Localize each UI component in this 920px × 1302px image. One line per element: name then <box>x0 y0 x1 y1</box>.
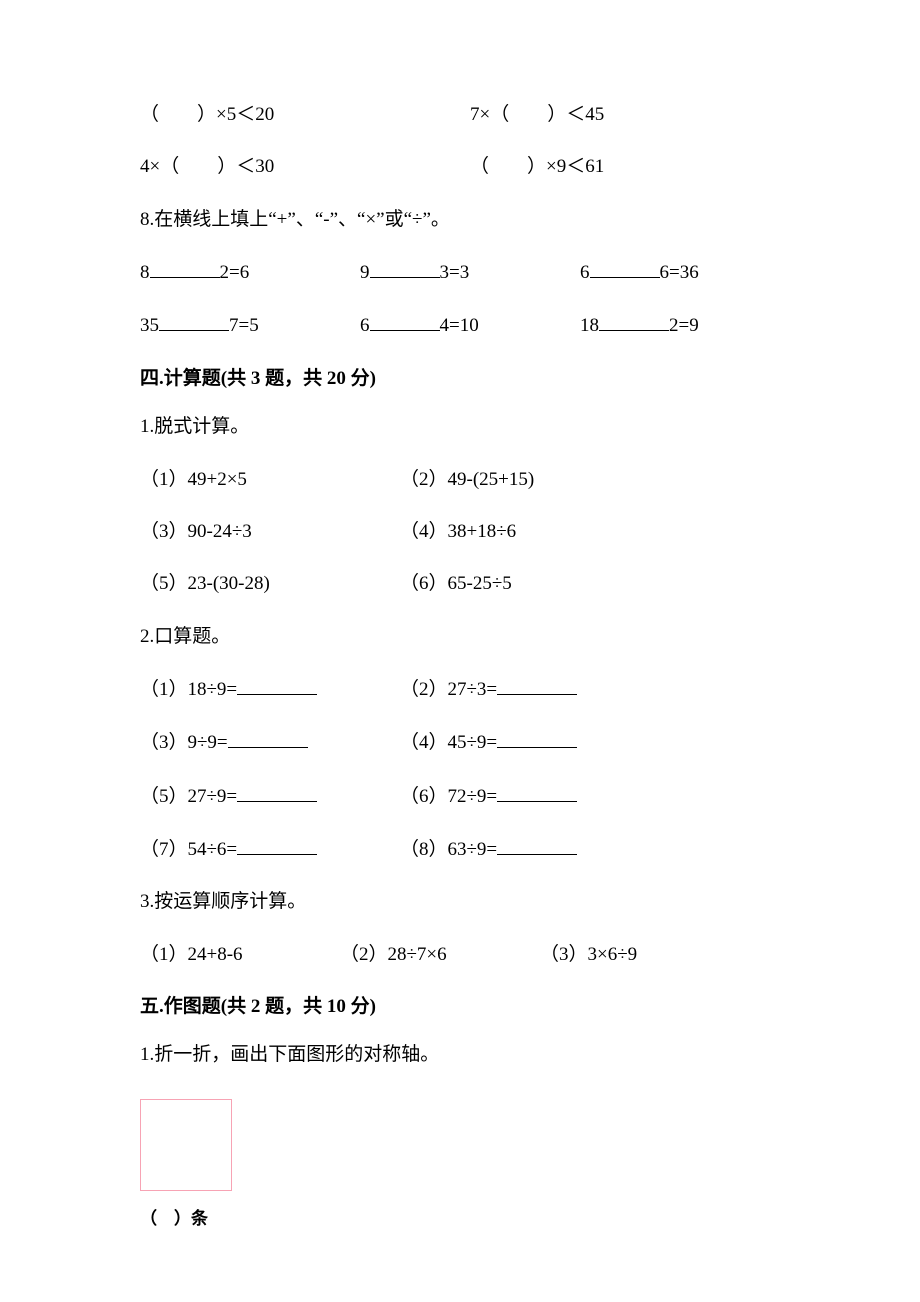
q8-r1b: 9 3=3 <box>360 257 580 288</box>
s4q1-row2: （3）90-24÷3 （4）38+18÷6 <box>140 517 800 547</box>
q8-r1a-post: 2=6 <box>220 262 250 283</box>
q7-c: 4×（ ）＜30 <box>140 152 470 182</box>
q7-row1: （ ）×5＜20 7×（ ）＜45 <box>140 100 800 130</box>
q8-r1c: 6 6=36 <box>580 257 800 288</box>
s4q1-p3: （3）90-24÷3 <box>140 517 400 547</box>
q8-r2b: 6 4=10 <box>360 310 580 341</box>
s4q2-p7-text: （7）54÷6= <box>140 839 237 860</box>
s4q2-row4: （7）54÷6= （8）63÷9= <box>140 834 800 865</box>
s4q1-prompt: 1.脱式计算。 <box>140 412 800 442</box>
q8-r2a: 35 7=5 <box>140 310 360 341</box>
q8-r1a-pre: 8 <box>140 262 150 283</box>
q7-b: 7×（ ）＜45 <box>470 100 800 130</box>
q7-row2: 4×（ ）＜30 （ ）×9＜61 <box>140 152 800 182</box>
q8-r1b-pre: 9 <box>360 262 370 283</box>
s4q2-p1-blank[interactable] <box>237 674 317 695</box>
worksheet-body: （ ）×5＜20 7×（ ）＜45 4×（ ）＜30 （ ）×9＜61 8.在横… <box>0 100 920 1232</box>
s4q2-p6-blank[interactable] <box>497 781 577 802</box>
q8-r1c-pre: 6 <box>580 262 590 283</box>
s4q1-row3: （5）23-(30-28) （6）65-25÷5 <box>140 569 800 599</box>
q8-r2a-pre: 35 <box>140 315 159 336</box>
q8-r2b-blank[interactable] <box>370 310 440 331</box>
section5-heading: 五.作图题(共 2 题，共 10 分) <box>140 992 800 1022</box>
s4q2-p2-blank[interactable] <box>497 674 577 695</box>
s4q2-p4-blank[interactable] <box>497 727 577 748</box>
s4q2-p2-text: （2）27÷3= <box>400 679 497 700</box>
q8-r1c-post: 6=36 <box>660 262 699 283</box>
q8-prompt: 8.在横线上填上“+”、“-”、“×”或“÷”。 <box>140 205 800 235</box>
q8-r2b-post: 4=10 <box>440 315 479 336</box>
s5q1-prompt: 1.折一折，画出下面图形的对称轴。 <box>140 1040 800 1070</box>
q8-row1: 8 2=6 9 3=3 6 6=36 <box>140 257 800 288</box>
q8-row2: 35 7=5 6 4=10 18 2=9 <box>140 310 800 341</box>
s4q2-row1: （1）18÷9= （2）27÷3= <box>140 674 800 705</box>
s4q2-p5-text: （5）27÷9= <box>140 786 237 807</box>
square-shape <box>140 1099 232 1191</box>
s4q2-p3: （3）9÷9= <box>140 727 400 758</box>
q8-r2b-pre: 6 <box>360 315 370 336</box>
s4q2-p8-blank[interactable] <box>497 834 577 855</box>
s4q1-p5: （5）23-(30-28) <box>140 569 400 599</box>
s4q2-p3-blank[interactable] <box>228 727 308 748</box>
s4q1-p4: （4）38+18÷6 <box>400 517 516 547</box>
q8-r1c-blank[interactable] <box>590 257 660 278</box>
s4q2-p6-text: （6）72÷9= <box>400 786 497 807</box>
s4q1-p6: （6）65-25÷5 <box>400 569 512 599</box>
q8-r2a-blank[interactable] <box>159 310 229 331</box>
s4q1-row1: （1）49+2×5 （2）49-(25+15) <box>140 465 800 495</box>
s4q1-p2: （2）49-(25+15) <box>400 465 534 495</box>
s4q2-prompt: 2.口算题。 <box>140 622 800 652</box>
s4q2-p5-blank[interactable] <box>237 781 317 802</box>
s4q3-p1: （1）24+8-6 <box>140 940 340 970</box>
q8-r1a: 8 2=6 <box>140 257 360 288</box>
s4q2-row3: （5）27÷9= （6）72÷9= <box>140 781 800 812</box>
q8-r1a-blank[interactable] <box>150 257 220 278</box>
s4q2-p6: （6）72÷9= <box>400 781 577 812</box>
s4q2-p5: （5）27÷9= <box>140 781 400 812</box>
q8-r2c-post: 2=9 <box>669 315 699 336</box>
s4q3-p3: （3）3×6÷9 <box>540 940 740 970</box>
s4q3-row: （1）24+8-6 （2）28÷7×6 （3）3×6÷9 <box>140 940 800 970</box>
s4q3-prompt: 3.按运算顺序计算。 <box>140 887 800 917</box>
section4-heading: 四.计算题(共 3 题，共 20 分) <box>140 364 800 394</box>
s4q2-row2: （3）9÷9= （4）45÷9= <box>140 727 800 758</box>
s4q2-p7: （7）54÷6= <box>140 834 400 865</box>
s4q2-p8: （8）63÷9= <box>400 834 577 865</box>
s4q2-p7-blank[interactable] <box>237 834 317 855</box>
s4q2-p8-text: （8）63÷9= <box>400 839 497 860</box>
q7-d: （ ）×9＜61 <box>470 152 800 182</box>
s4q2-p4: （4）45÷9= <box>400 727 577 758</box>
s4q2-p2: （2）27÷3= <box>400 674 577 705</box>
q8-r1b-blank[interactable] <box>370 257 440 278</box>
q8-r2a-post: 7=5 <box>229 315 259 336</box>
s4q2-p1-text: （1）18÷9= <box>140 679 237 700</box>
q8-r2c: 18 2=9 <box>580 310 800 341</box>
s5q1-caption: （ ）条 <box>140 1205 800 1232</box>
s4q2-p1: （1）18÷9= <box>140 674 400 705</box>
q7-a: （ ）×5＜20 <box>140 100 470 130</box>
s4q1-p1: （1）49+2×5 <box>140 465 400 495</box>
s4q2-p3-text: （3）9÷9= <box>140 732 228 753</box>
s4q3-p2: （2）28÷7×6 <box>340 940 540 970</box>
q8-r2c-blank[interactable] <box>599 310 669 331</box>
s4q2-p4-text: （4）45÷9= <box>400 732 497 753</box>
q8-r1b-post: 3=3 <box>440 262 470 283</box>
s5q1-figure: （ ）条 <box>140 1099 800 1232</box>
q8-r2c-pre: 18 <box>580 315 599 336</box>
